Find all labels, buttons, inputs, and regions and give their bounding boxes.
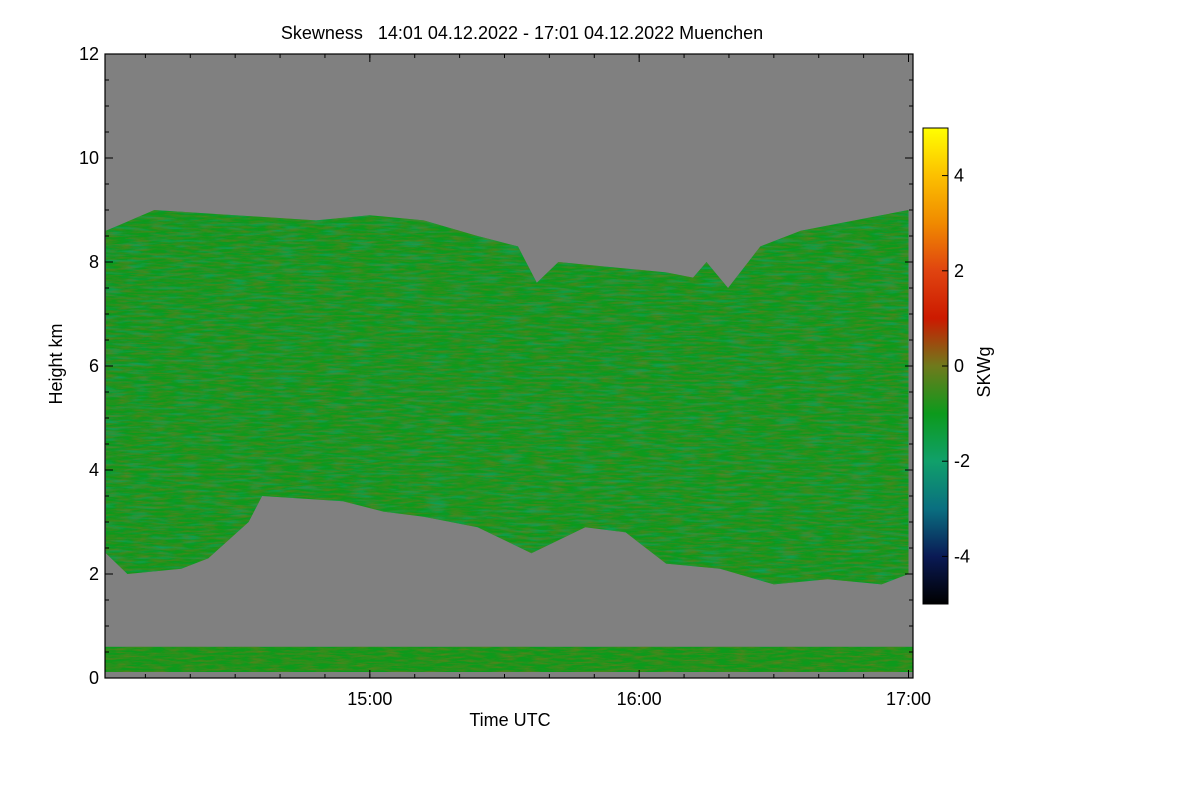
- y-axis: 0 2 4 6 8 10 12: [79, 44, 913, 688]
- colorbar-tick-label: 4: [954, 166, 964, 186]
- y-tick-label: 8: [89, 252, 99, 272]
- y-tick-label: 12: [79, 44, 99, 64]
- colorbar-tick-label: -4: [954, 546, 970, 566]
- plot-area: [105, 54, 913, 678]
- x-tick-label: 17:00: [886, 689, 931, 709]
- y-axis-label: Height km: [46, 323, 66, 404]
- x-axis: 15:00 16:00 17:00: [144, 54, 931, 709]
- surface-layer-texture: [105, 646, 913, 672]
- colorbar: 4 2 0 -2 -4 SKWg: [922, 127, 994, 605]
- surface-layer: [105, 646, 913, 672]
- colorbar-tick-label: -2: [954, 451, 970, 471]
- main-cloud-layer: [105, 210, 909, 585]
- x-axis-label: Time UTC: [469, 710, 550, 730]
- chart-title: Skewness 14:01 04.12.2022 - 17:01 04.12.…: [281, 23, 763, 43]
- positive-skew-texture: [105, 210, 909, 585]
- y-tick-label: 4: [89, 460, 99, 480]
- x-tick-label: 16:00: [617, 689, 662, 709]
- colorbar-ticks: 4 2 0 -2 -4: [942, 166, 970, 566]
- colorbar-tick-label: 2: [954, 261, 964, 281]
- layer-texture: [105, 210, 909, 585]
- y-tick-label: 0: [89, 668, 99, 688]
- y-tick-label: 10: [79, 148, 99, 168]
- x-tick-label: 15:00: [347, 689, 392, 709]
- y-tick-label: 6: [89, 356, 99, 376]
- colorbar-tick-label: 0: [954, 356, 964, 376]
- y-tick-label: 2: [89, 564, 99, 584]
- colorbar-label: SKWg: [974, 346, 994, 397]
